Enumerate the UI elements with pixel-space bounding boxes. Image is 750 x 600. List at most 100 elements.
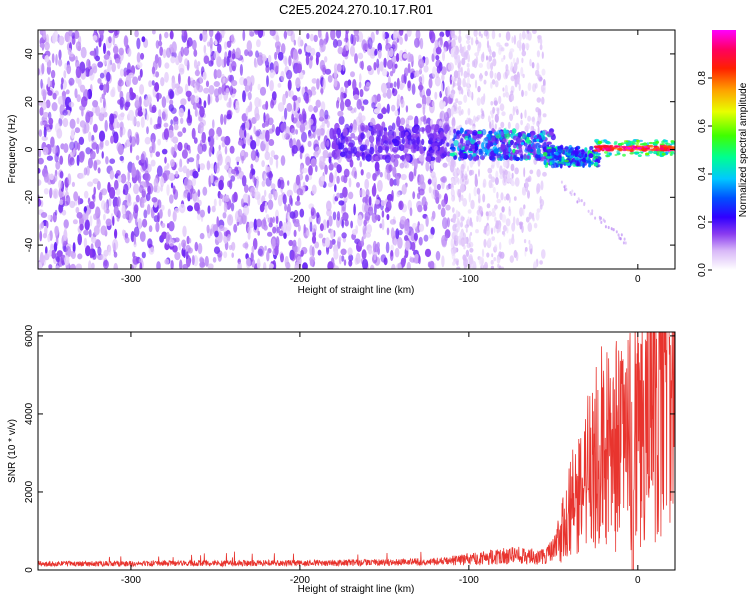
spectrogram-cell [409, 53, 414, 63]
spectrogram-cell [381, 68, 388, 77]
spectrogram-cell [258, 134, 265, 140]
spectrogram-cell [361, 236, 364, 248]
spectrogram-cell [39, 230, 43, 242]
spectrogram-cell [103, 213, 106, 221]
spectrogram-cell [433, 263, 437, 269]
spectrogram-cell [483, 238, 487, 248]
spectrogram-cell [463, 51, 469, 60]
spectrogram-cell [429, 30, 434, 39]
spectrogram-cell [179, 158, 183, 169]
spectrogram-cell [278, 230, 284, 237]
spectrogram-cell [42, 232, 48, 239]
spectrogram-cell [54, 209, 58, 216]
spectrogram-cell [109, 113, 115, 125]
spectrogram-cell [59, 199, 64, 206]
spectrogram-cell [167, 129, 174, 138]
spectrogram-cell [478, 31, 482, 37]
spectrogram-cell [473, 186, 477, 197]
spectrogram-cell [315, 129, 322, 135]
spectrogram-cell [318, 233, 324, 239]
spectrogram-cell [504, 84, 508, 95]
spectrogram-cell [141, 36, 146, 43]
spectrogram-cell [257, 83, 261, 91]
spectrogram-cell [242, 90, 246, 103]
spectrogram-cell [143, 209, 148, 219]
spectrogram-cell [207, 205, 211, 214]
spectrogram-cell [108, 197, 112, 207]
spectrogram-cell [328, 156, 332, 165]
spectrogram-cell [353, 94, 360, 100]
spectrogram-cell [77, 253, 83, 260]
spectrogram-cell [439, 35, 443, 46]
spectrogram-cell [499, 251, 505, 259]
spectrogram-cell [661, 152, 666, 156]
spectrogram-cell [508, 146, 511, 153]
spectrogram-cell [655, 140, 660, 144]
colorbar-gradient [712, 30, 736, 270]
spectrogram-cell [422, 105, 426, 116]
spectrogram-cell [332, 38, 338, 48]
spectrogram-cell [478, 63, 483, 68]
spectrogram-cell [38, 179, 42, 186]
spectrogram-cell [520, 119, 523, 126]
spectrogram-cell [98, 30, 105, 36]
spectrogram-cell [503, 55, 506, 60]
spectrogram-cell [253, 30, 260, 34]
spectrogram-cell [213, 69, 218, 80]
spectrogram-cell [539, 44, 543, 51]
spectrogram-cell [442, 136, 447, 142]
spectrogram-cell [273, 60, 279, 73]
spectrogram-cell [90, 243, 94, 251]
spectrogram-cell [509, 48, 515, 53]
spectrogram-cell [502, 87, 505, 92]
spectrogram-cell [325, 237, 330, 248]
spectrogram-cell [368, 247, 373, 255]
spectrogram-cell [155, 151, 161, 158]
spectrogram-cell [79, 150, 85, 160]
spectrogram-cell [82, 128, 87, 135]
spectrogram-cell [268, 192, 273, 200]
spectrogram-cell [446, 85, 451, 98]
spectrogram-cell [518, 41, 522, 52]
spectrogram-cell [418, 223, 425, 232]
spectrogram-cell [55, 265, 60, 269]
spectrogram-cell [130, 136, 136, 147]
spectrogram-cell [332, 193, 336, 205]
spectrogram-cell [396, 191, 401, 198]
spectrogram-cell [451, 194, 456, 202]
colorbar-tick-label: 0.0 [697, 263, 708, 277]
spectrogram-cell [88, 157, 93, 169]
spectrogram-cell [136, 37, 141, 50]
spectrogram-cell [518, 146, 523, 153]
spectrogram-cell [44, 253, 50, 261]
spectrogram-cell [465, 249, 470, 257]
spectrogram-cell [368, 196, 372, 206]
spectrogram-cell [431, 188, 436, 200]
spectrogram-cell [456, 56, 461, 63]
spectrogram-cell [282, 194, 287, 205]
spectrogram-cell [53, 173, 58, 182]
spectrogram-cell [174, 88, 181, 96]
x-tick-label: -300 [121, 274, 141, 285]
spectrogram-cell [663, 146, 667, 150]
spectrogram-cell [515, 122, 520, 130]
spectrogram-cell [452, 147, 456, 152]
spectrogram-cell [125, 101, 131, 108]
spectrogram-cell [362, 144, 368, 151]
spectrogram-cell [516, 139, 522, 144]
spectrogram-cell [451, 39, 456, 48]
spectrogram-cell [453, 128, 456, 134]
spectrogram-cell [545, 156, 551, 159]
spectrogram-cell [384, 207, 390, 213]
spectrogram-cell [475, 39, 479, 45]
spectrogram-cell [465, 228, 468, 233]
spectrogram-cell [193, 49, 198, 57]
spectrogram-cell [52, 145, 58, 155]
spectrogram-cell [131, 92, 137, 99]
spectrogram-cell [182, 165, 188, 174]
spectrogram-cell [132, 76, 139, 85]
spectrogram-cell [312, 224, 317, 233]
spectrogram-cell [116, 30, 120, 35]
spectrogram-cell [269, 80, 274, 92]
spectrogram-cell [148, 80, 153, 88]
